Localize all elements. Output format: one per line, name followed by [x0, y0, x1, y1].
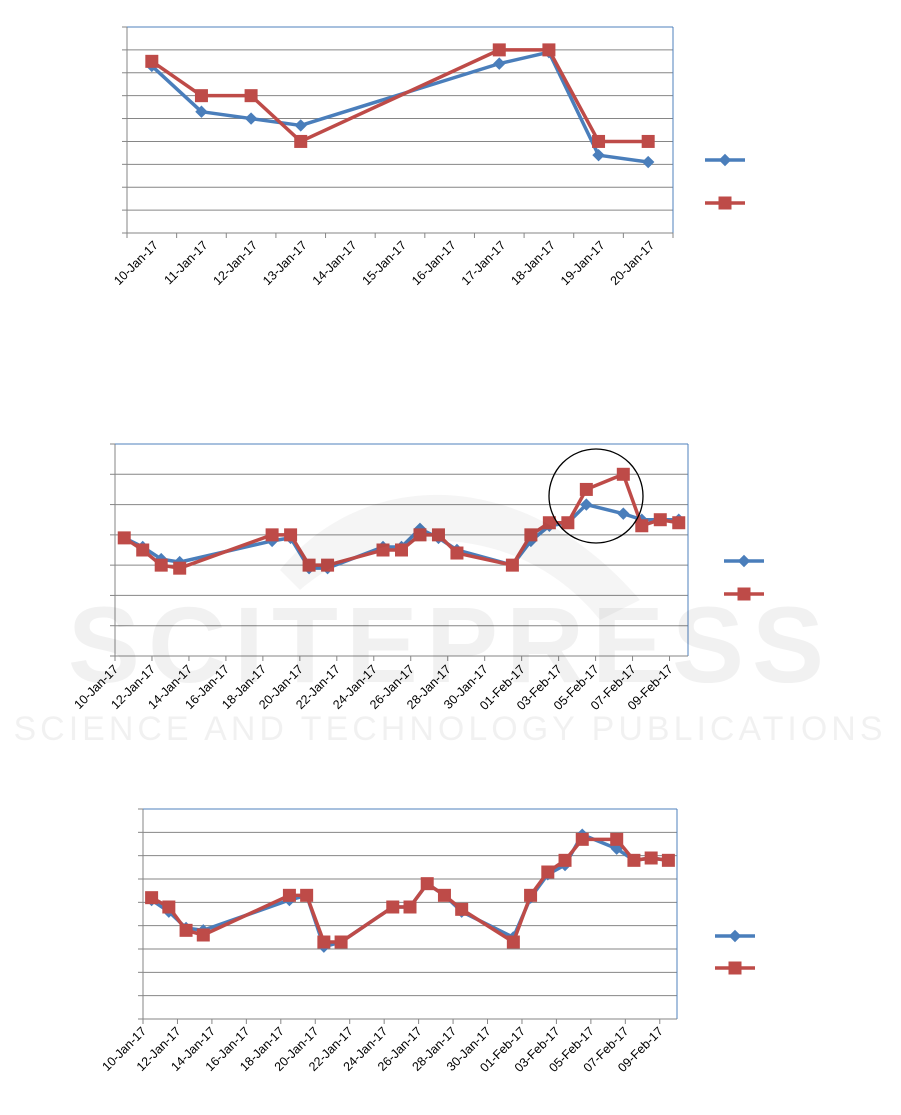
- chart-1: 10-Jan-17 11-Jan-17 12-Jan-17 13-Jan-17 14-J…: [0, 0, 901, 330]
- chart-2-series-2-point: [653, 513, 667, 527]
- chart-1-series-1-point: [493, 57, 506, 70]
- chart-3-series-2-point: [317, 935, 331, 949]
- chart-1-series-2-point: [641, 134, 655, 148]
- chart-1-series-2-point: [244, 89, 258, 103]
- chart-2-series-2-point: [136, 543, 150, 557]
- chart-2-series-2-point: [321, 558, 335, 572]
- chart-1-x-tick-label: 20-Jan-17: [608, 238, 658, 288]
- chart-2-series-2-point: [524, 528, 538, 542]
- chart-2-series-2-point: [173, 561, 187, 575]
- chart-2-series-2-point: [376, 543, 390, 557]
- chart-3-series-2-point: [145, 891, 159, 905]
- chart-2-series-1-point: [617, 507, 630, 520]
- chart-3-series-2-point: [627, 853, 641, 867]
- chart-3-svg: 10-Jan-1712-Jan-1714-Jan-1716-Jan-1718-J…: [99, 808, 755, 1075]
- chart-3-series-2-line: [150, 837, 669, 944]
- chart-2-series-2-point: [672, 516, 686, 530]
- chart-1-x-tick-label: 17-Jan-17: [459, 238, 509, 288]
- chart-1-legend-marker-1: [718, 153, 732, 167]
- chart-2-series-2-point: [616, 467, 630, 481]
- chart-2-series-2-point: [542, 516, 556, 530]
- chart-1-series-2-point: [492, 43, 506, 57]
- chart-3-series-2-point: [334, 935, 348, 949]
- chart-2-legend-marker-1: [737, 554, 751, 568]
- chart-3-series-2-point: [661, 853, 675, 867]
- chart-3: 10-Jan-17 12-Jan-17 14-Jan-17 16-Jan-17 18-J…: [0, 790, 901, 1115]
- chart-2-series-2-point: [635, 519, 649, 533]
- chart-1-series-2-point: [294, 134, 308, 148]
- chart-1-series-1-point: [195, 105, 208, 118]
- chart-3-series-2-point: [610, 832, 624, 846]
- chart-2-series-2-point: [413, 528, 427, 542]
- chart-1-x-tick-label: 13-Jan-17: [260, 238, 310, 288]
- chart-2-series-2-point: [431, 528, 445, 542]
- chart-3-series-2-point: [386, 900, 400, 914]
- chart-1-legend-marker-2: [718, 196, 732, 210]
- chart-1-series-2-point: [194, 89, 208, 103]
- chart-3-series-1-point: [610, 842, 623, 855]
- chart-3-series-2-point: [162, 900, 176, 914]
- chart-1-series-1-line: [150, 50, 649, 164]
- chart-1-x-tick-label: 19-Jan-17: [558, 238, 608, 288]
- chart-3-series-2-point: [179, 923, 193, 937]
- chart-1-x-tick-label: 14-Jan-17: [310, 238, 360, 288]
- chart-2-series-2-point: [450, 546, 464, 560]
- chart-1-svg: 10-Jan-17 11-Jan-17 12-Jan-17 13-Jan-17 14-J…: [111, 26, 745, 288]
- chart-3-series-2-point: [420, 877, 434, 891]
- chart-1-x-tick-label: 15-Jan-17: [359, 238, 409, 288]
- chart-2: 10-Jan-17 12-Jan-17 14-Jan-17 16-Jan-17 18-J…: [0, 420, 901, 750]
- chart-3-series-2-point: [196, 928, 210, 942]
- chart-3-series-2-point: [541, 865, 555, 879]
- chart-3-series-2-point: [282, 888, 296, 902]
- chart-1-series-1-point: [592, 148, 605, 162]
- chart-3-series-2-point: [455, 902, 469, 916]
- chart-2-series-2-point: [579, 482, 593, 496]
- chart-1-x-tick-label: 16-Jan-17: [409, 238, 459, 288]
- chart-2-series-2-line: [123, 472, 680, 570]
- chart-1-x-tick-label: 12-Jan-17: [211, 238, 261, 288]
- chart-2-series-2-point: [154, 558, 168, 572]
- chart-1-series-1-point: [294, 119, 307, 132]
- chart-1-series-2-line: [150, 48, 649, 144]
- chart-3-series-1-line: [150, 832, 669, 949]
- chart-1-series-2-point: [542, 43, 556, 57]
- chart-3-series-2-point: [575, 832, 589, 846]
- chart-3-series-2-point: [403, 900, 417, 914]
- chart-1-series-2-point: [145, 54, 159, 68]
- chart-1-x-tick-label: 18-Jan-17: [508, 238, 558, 288]
- chart-3-legend-marker-2: [728, 961, 742, 975]
- chart-3-series-2-point: [524, 888, 538, 902]
- chart-2-series-1-point: [580, 498, 593, 511]
- chart-2-series-2-point: [561, 516, 575, 530]
- chart-1-series-1-point: [244, 112, 258, 125]
- chart-3-series-2-point: [506, 935, 520, 949]
- chart-2-series-2-point: [505, 558, 519, 572]
- chart-3-series-2-point: [437, 888, 451, 902]
- chart-2-annotation-circle: [548, 448, 644, 544]
- chart-3-series-2-point: [558, 853, 572, 867]
- chart-2-series-2-point: [284, 528, 298, 542]
- chart-3-series-2-point: [300, 888, 314, 902]
- chart-2-series-2-point: [302, 558, 316, 572]
- chart-1-series-1-point: [641, 155, 655, 169]
- chart-2-series-2-point: [395, 543, 408, 557]
- chart-2-legend-marker-2: [737, 587, 751, 601]
- chart-2-svg: 10-Jan-1712-Jan-1714-Jan-1716-Jan-1718-J…: [71, 443, 764, 713]
- chart-2-series-2-point: [117, 531, 131, 545]
- chart-1-series-2-point: [592, 134, 606, 148]
- chart-3-series-2-point: [644, 851, 658, 865]
- chart-1-x-tick-label: 11-Jan-17: [162, 238, 211, 287]
- chart-2-series-2-point: [265, 528, 279, 542]
- chart-1-x-tick-label: 10-Jan-17: [111, 238, 161, 288]
- chart-3-legend-marker-1: [728, 929, 742, 943]
